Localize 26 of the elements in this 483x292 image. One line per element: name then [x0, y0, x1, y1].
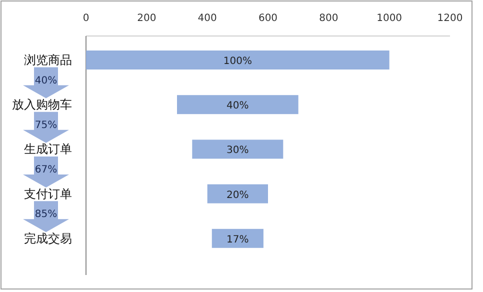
- x-tick-label: 200: [137, 13, 156, 24]
- text: 67%: [34, 164, 58, 176]
- bar: [192, 140, 284, 159]
- text: 85%: [34, 209, 58, 220]
- x-tick-label: 0: [82, 13, 90, 24]
- bar: [207, 184, 268, 204]
- x-tick-label: 400: [198, 13, 217, 24]
- annotation: 20%: [226, 190, 249, 201]
- annotation: 17%: [226, 234, 249, 246]
- y-tick-label: 浏览商品: [24, 53, 72, 67]
- x-tick-label: 1000: [376, 13, 402, 24]
- bar: [177, 95, 298, 114]
- x-tick-label: 1200: [437, 13, 463, 24]
- bar: [212, 228, 264, 248]
- y-tick-label: 完成交易: [24, 231, 72, 246]
- y-tick-label: 生成订单: [24, 142, 72, 156]
- x-tick-label: 600: [258, 13, 278, 24]
- text: 40%: [34, 75, 58, 86]
- annotation: 30%: [226, 145, 249, 156]
- y-tick-label: 支付订单: [24, 186, 72, 201]
- x-tick-label: 800: [319, 13, 338, 24]
- bar: [86, 50, 390, 70]
- y-tick-label: 放入购物车: [12, 98, 72, 112]
- text: 75%: [34, 120, 58, 131]
- annotation: 40%: [226, 100, 249, 112]
- annotation: 100%: [223, 56, 252, 67]
